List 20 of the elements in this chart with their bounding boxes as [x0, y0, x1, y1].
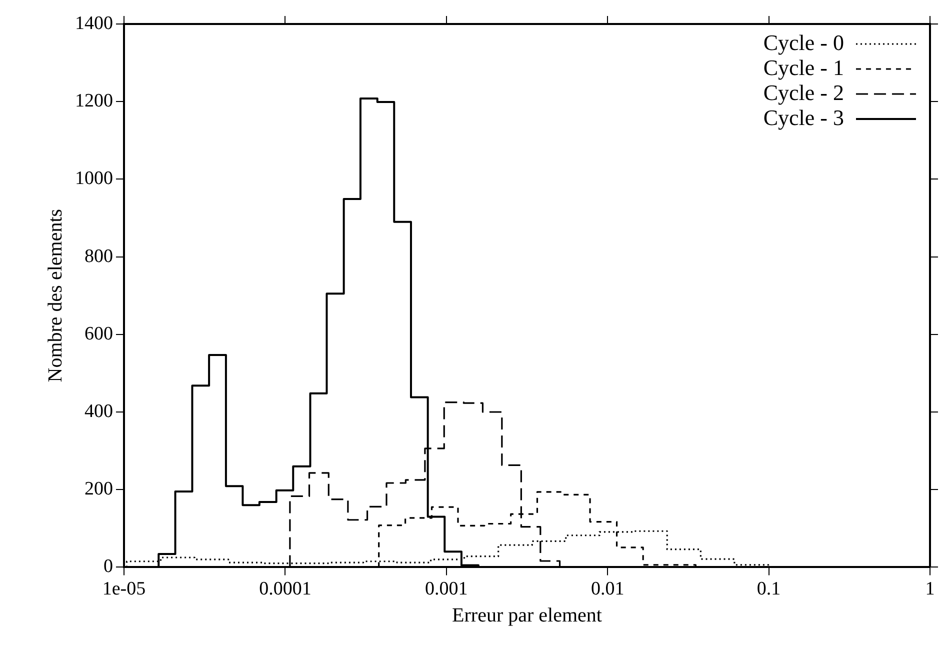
y-tick-label: 1400 — [75, 12, 113, 34]
x-tick-label: 1 — [925, 578, 935, 600]
x-tick-label: 1e-05 — [102, 578, 146, 600]
legend-label: Cycle - 0 — [763, 30, 844, 55]
x-axis-title: Erreur par element — [452, 604, 602, 626]
x-tick-label: 0.001 — [425, 578, 468, 600]
y-tick-label: 1200 — [75, 90, 113, 112]
x-tick-label: 0.01 — [590, 578, 624, 600]
legend-label: Cycle - 3 — [763, 104, 844, 130]
x-tick-label: 0.0001 — [259, 578, 312, 600]
y-tick-label: 400 — [84, 400, 113, 422]
y-tick-label: 0 — [104, 556, 113, 578]
y-tick-label: 800 — [84, 246, 113, 267]
y-tick-label: 1000 — [75, 168, 113, 190]
legend-label: Cycle - 2 — [763, 80, 844, 105]
y-tick-label: 600 — [84, 323, 113, 344]
y-tick-label: 200 — [84, 478, 113, 500]
y-axis-title: Nombre des elements — [44, 208, 66, 382]
x-tick-label: 0.1 — [756, 578, 781, 600]
legend-label: Cycle - 1 — [763, 54, 844, 80]
